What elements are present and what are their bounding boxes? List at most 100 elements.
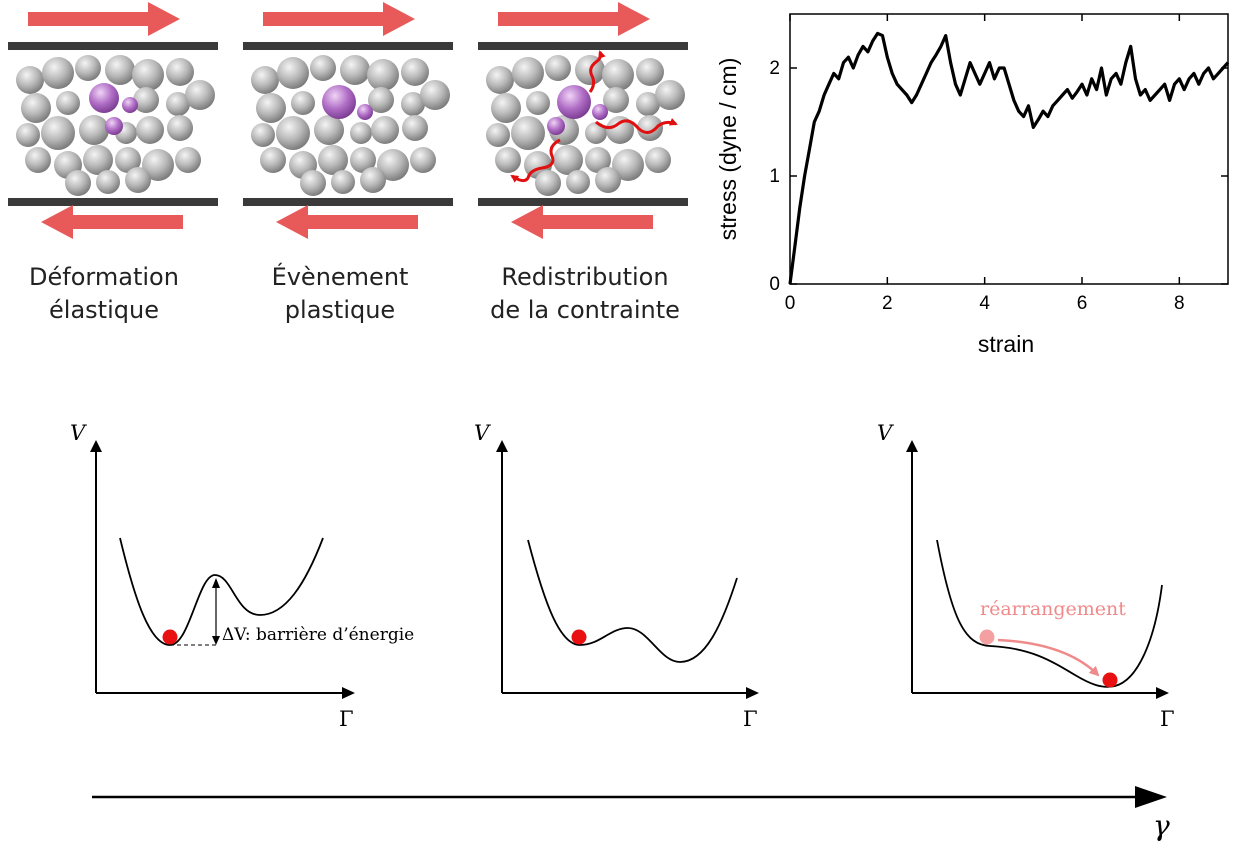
shear-arrow-top-head xyxy=(383,2,415,36)
shear-arrow-bottom-body xyxy=(303,215,418,229)
gamma-label: γ xyxy=(1153,809,1170,842)
stress-strain-chart: 0 2 4 6 8 0 1 2 strain stress (dyne / cm) xyxy=(715,13,1230,357)
energy-barrier-annotation: ΔV: barrière d’énergie xyxy=(222,625,414,645)
x-tick-label: 2 xyxy=(882,293,893,314)
particle xyxy=(535,170,561,196)
elastic-deformation-panel xyxy=(8,2,218,239)
potential-curve xyxy=(119,537,324,646)
axis-ticks: 0 2 4 6 8 0 1 2 xyxy=(769,14,1228,314)
barrier-arrow-bottom xyxy=(212,636,220,645)
y-axis-arrowhead xyxy=(90,440,102,452)
particle xyxy=(585,147,611,173)
rearranging-particle xyxy=(357,104,373,120)
particle xyxy=(314,115,344,145)
particle xyxy=(133,87,159,113)
stress-wave-arrow xyxy=(595,118,678,134)
particle xyxy=(645,147,671,173)
particle xyxy=(606,116,634,144)
shear-arrow-top-head xyxy=(148,2,180,36)
potential-curve xyxy=(936,539,1163,688)
particle xyxy=(377,149,409,181)
particle xyxy=(115,147,141,173)
gamma-axis-label: Γ xyxy=(1160,707,1175,731)
particle xyxy=(491,93,521,123)
y-axis-arrowhead xyxy=(906,440,918,452)
state-marker xyxy=(571,629,587,645)
strain-axis: γ xyxy=(92,786,1170,842)
shear-arrow-top-body xyxy=(28,12,153,26)
particle xyxy=(368,87,394,113)
shear-arrow-bottom-body xyxy=(68,215,183,229)
particle xyxy=(410,147,436,173)
x-axis-arrowhead xyxy=(746,687,759,699)
y-tick-label: 2 xyxy=(769,58,780,79)
particle xyxy=(166,58,194,86)
rearranging-particle xyxy=(105,117,123,135)
shear-arrow-top-body xyxy=(263,12,388,26)
x-tick-label: 8 xyxy=(1174,293,1185,314)
v-axis-label: V xyxy=(70,421,87,445)
particle xyxy=(637,115,663,141)
particle xyxy=(291,91,315,115)
particle xyxy=(655,80,685,110)
rearranging-particle xyxy=(89,83,119,113)
panel-caption-line1: Redistribution xyxy=(501,263,668,291)
particle xyxy=(495,147,521,173)
particle xyxy=(512,57,544,89)
final-state-marker xyxy=(1102,672,1118,688)
top-plate xyxy=(243,42,453,50)
particle xyxy=(256,93,286,123)
rearranging-particle xyxy=(122,97,138,113)
particle xyxy=(136,116,164,144)
particle xyxy=(56,91,80,115)
plastic-event-panel xyxy=(243,2,453,239)
shear-arrow-bottom-head xyxy=(511,205,543,239)
particle xyxy=(401,58,429,86)
particle xyxy=(350,122,372,144)
particle xyxy=(310,55,336,81)
bottom-plate xyxy=(478,198,688,206)
v-axis-label: V xyxy=(474,421,491,445)
particle xyxy=(132,59,164,91)
panel-caption-line2: plastique xyxy=(285,296,395,324)
particle xyxy=(367,59,399,91)
shear-arrow-top-head xyxy=(618,2,650,36)
particle xyxy=(65,170,91,196)
stress-wave-arrow xyxy=(588,50,606,93)
particle xyxy=(185,80,215,110)
panel-caption-line2: de la contrainte xyxy=(490,296,680,324)
particle xyxy=(83,145,113,175)
shear-arrow-bottom-head xyxy=(41,205,73,239)
particle xyxy=(166,92,190,116)
rearrangement-arrow xyxy=(997,638,1100,677)
particle xyxy=(566,170,590,194)
particle xyxy=(167,115,193,141)
particle xyxy=(603,87,629,113)
particle xyxy=(251,66,279,94)
plot-frame xyxy=(789,13,1229,285)
particle xyxy=(545,55,571,81)
particle xyxy=(42,57,74,89)
rearranging-particle xyxy=(557,85,591,119)
shear-arrow-bottom-body xyxy=(538,215,653,229)
gamma-axis-label: Γ xyxy=(339,707,354,731)
x-tick-label: 4 xyxy=(979,293,990,314)
particle xyxy=(486,123,510,147)
landscape-2: V Γ xyxy=(474,421,759,731)
particle xyxy=(96,170,120,194)
rearranging-particle xyxy=(547,117,565,135)
x-axis-arrowhead xyxy=(342,687,355,699)
stress-strain-line xyxy=(788,31,1230,285)
stress-wave-arrow xyxy=(510,138,561,183)
particle xyxy=(612,149,644,181)
particle xyxy=(41,116,75,150)
particle xyxy=(175,147,201,173)
y-axis-label: stress (dyne / cm) xyxy=(715,58,741,241)
particle xyxy=(595,167,621,193)
particle xyxy=(142,149,174,181)
rearranging-particle xyxy=(592,104,608,120)
x-tick-label: 0 xyxy=(785,293,796,314)
landscape-1: V Γ ΔV: barrière d’énergie xyxy=(70,421,414,731)
panel-caption-line2: élastique xyxy=(49,296,159,324)
state-marker xyxy=(162,629,178,645)
